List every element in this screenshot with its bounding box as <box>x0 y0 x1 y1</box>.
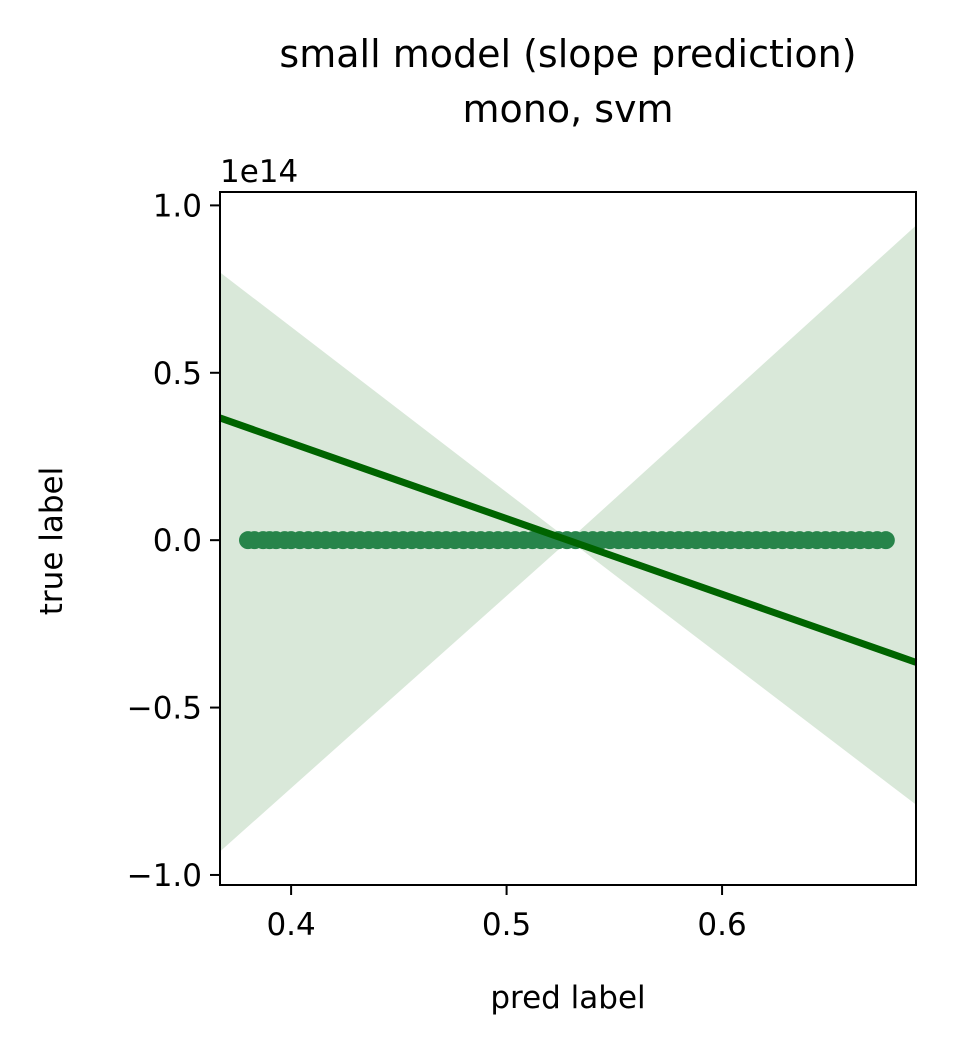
y-tick-label: 0.0 <box>153 523 202 559</box>
y-tick-label: 1.0 <box>153 188 202 224</box>
confidence-band <box>220 225 916 852</box>
plot-area <box>218 225 918 852</box>
scatter-points <box>239 531 895 550</box>
y-axis-ticks: −1.0 −0.5 0.0 0.5 1.0 <box>127 188 220 894</box>
y-tick-label: −1.0 <box>127 858 202 894</box>
scatter-point <box>876 531 895 550</box>
x-tick-label: 0.4 <box>266 907 315 943</box>
chart-title-line-2: mono, svm <box>462 87 673 131</box>
x-axis-label: pred label <box>490 980 645 1016</box>
y-tick-label: −0.5 <box>127 691 202 727</box>
y-axis-label: true label <box>34 467 70 615</box>
x-tick-label: 0.6 <box>697 907 746 943</box>
x-tick-label: 0.5 <box>482 907 531 943</box>
x-axis-ticks: 0.4 0.5 0.6 <box>266 885 747 943</box>
chart-title-line-1: small model (slope prediction) <box>279 32 856 76</box>
y-offset-label: 1e14 <box>220 154 298 190</box>
regression-line <box>218 414 918 666</box>
y-tick-label: 0.5 <box>153 356 202 392</box>
plot-frame <box>219 191 917 886</box>
